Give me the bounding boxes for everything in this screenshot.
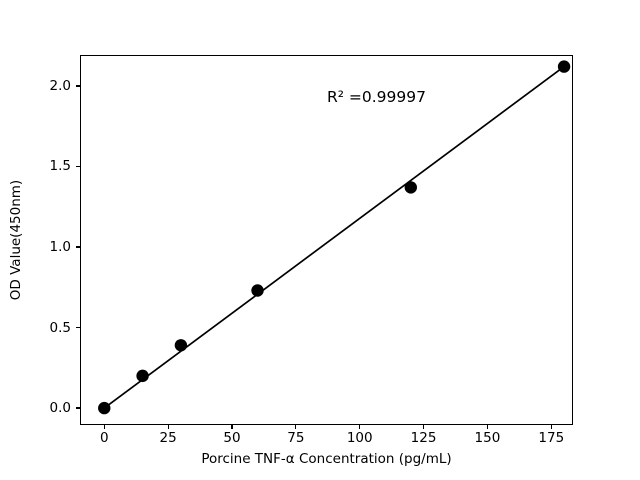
x-tick-mark	[231, 425, 233, 429]
x-tick-mark	[167, 425, 169, 429]
x-tick-mark	[103, 425, 105, 429]
y-axis-label: OD Value(450nm)	[8, 179, 24, 301]
x-tick-label: 125	[410, 430, 437, 446]
y-tick-mark	[76, 326, 80, 329]
x-tick-label: 0	[99, 430, 109, 446]
x-tick-label: 175	[538, 430, 565, 446]
y-tick-label: 1.5	[49, 158, 71, 175]
x-axis-label: Porcine TNF-α Concentration (pg/mL)	[201, 451, 452, 467]
x-tick-label: 150	[474, 430, 501, 446]
y-tick-mark	[76, 165, 80, 168]
y-tick-mark	[76, 246, 80, 248]
x-tick-mark	[359, 425, 361, 429]
axes-frame	[80, 55, 573, 425]
x-tick-label: 100	[346, 430, 373, 446]
x-tick-mark	[486, 425, 488, 429]
r-squared-annotation: R² =0.99997	[327, 88, 426, 106]
x-tick-mark	[295, 425, 297, 429]
y-tick-mark	[76, 407, 80, 409]
y-tick-label: 0.0	[49, 400, 71, 417]
y-tick-label: 2.0	[49, 77, 71, 94]
y-tick-label: 0.5	[49, 319, 71, 336]
x-tick-label: 25	[159, 430, 177, 446]
x-tick-label: 50	[223, 430, 241, 446]
y-tick-mark	[76, 85, 80, 87]
y-tick-label: 1.0	[49, 239, 71, 255]
x-tick-mark	[422, 425, 425, 429]
x-tick-mark	[550, 425, 552, 429]
x-tick-label: 75	[287, 430, 305, 446]
